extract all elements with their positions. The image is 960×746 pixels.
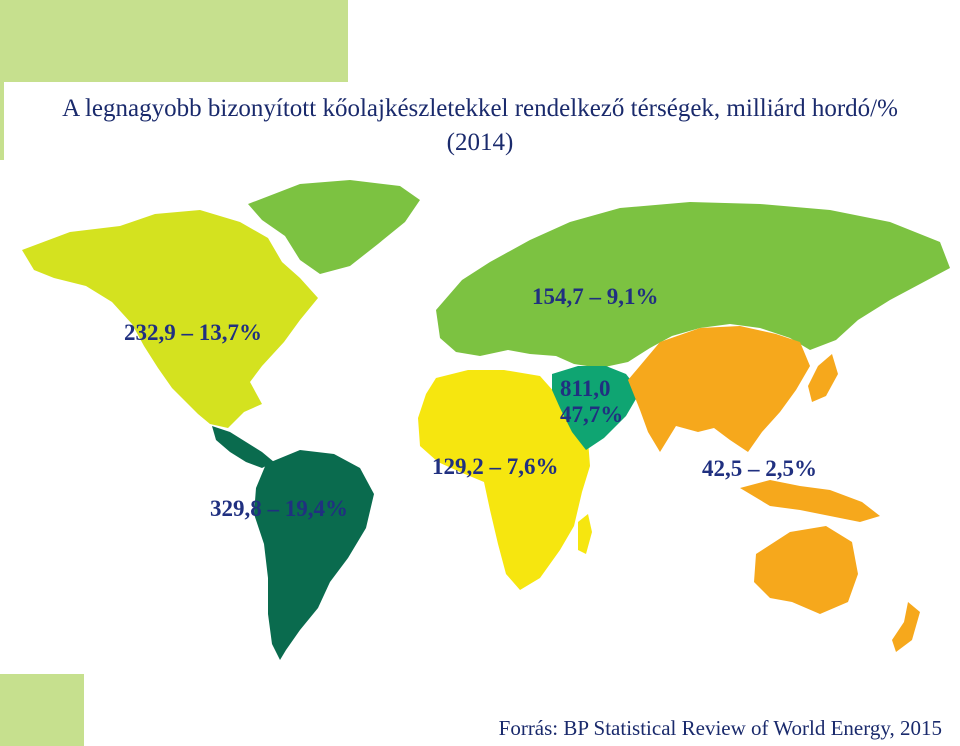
label-africa: 129,2 – 7,6%: [432, 454, 559, 479]
region-madagascar: [578, 514, 592, 554]
decorative-side-strip: [0, 82, 4, 160]
region-south-america: [254, 450, 374, 660]
region-middle-east: [552, 366, 640, 450]
world-map: [22, 180, 950, 660]
region-southeast-asia-islands: [740, 480, 880, 522]
region-europe-eurasia: [436, 202, 950, 368]
region-japan: [808, 354, 838, 402]
label-south-central-america: 329,8 – 19,4%: [210, 496, 348, 521]
label-europe-eurasia: 154,7 – 9,1%: [532, 284, 659, 309]
label-middle-east-value: 811,0: [560, 376, 611, 401]
source-note: Forrás: BP Statistical Review of World E…: [498, 716, 942, 740]
label-middle-east-share: 47,7%: [560, 402, 624, 427]
region-central-america: [212, 426, 274, 468]
map-title: A legnagyobb bizonyított kőolajkészletek…: [0, 92, 960, 160]
decorative-bottom-block: [0, 674, 84, 746]
region-new-zealand: [892, 602, 920, 652]
title-line-2: (2014): [446, 129, 514, 156]
region-australia: [754, 526, 858, 614]
region-asia-pacific: [628, 326, 810, 452]
label-middle-east: 811,0 47,7%: [560, 376, 623, 428]
region-north-america: [22, 210, 318, 428]
label-asia-pacific: 42,5 – 2,5%: [702, 456, 817, 481]
title-line-1: A legnagyobb bizonyított kőolajkészletek…: [62, 95, 898, 122]
region-africa: [418, 370, 590, 590]
decorative-top-bar: [0, 0, 348, 82]
region-greenland: [248, 180, 420, 274]
label-north-america: 232,9 – 13,7%: [124, 320, 262, 345]
